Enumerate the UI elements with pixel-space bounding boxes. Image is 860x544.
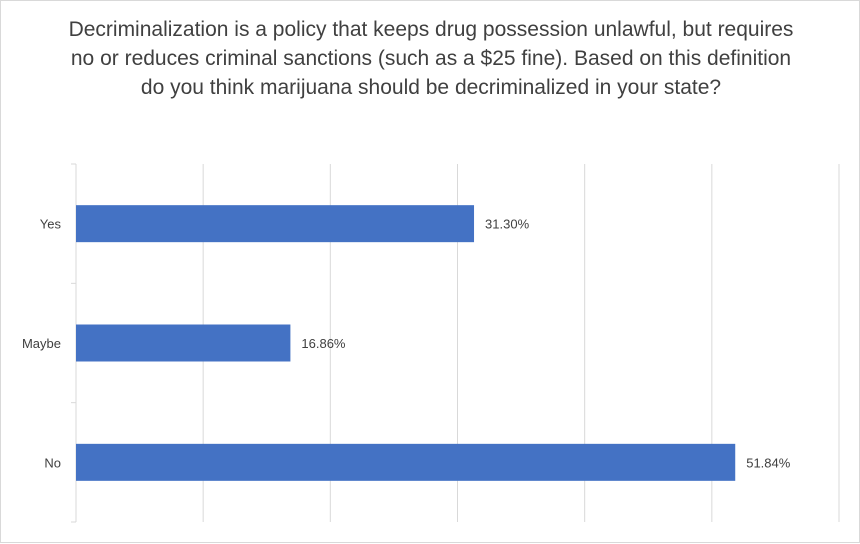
data-label-maybe: 16.86% xyxy=(301,336,346,351)
category-label-maybe: Maybe xyxy=(22,336,61,351)
category-label-yes: Yes xyxy=(40,217,62,232)
data-label-yes: 31.30% xyxy=(485,217,530,232)
axis-layer xyxy=(71,163,77,523)
label-layer: Yes 31.30% Maybe 16.86% No 51.84% xyxy=(22,217,791,471)
chart-title: Decriminalization is a policy that keeps… xyxy=(68,18,794,99)
bar-yes xyxy=(76,205,475,243)
data-label-no: 51.84% xyxy=(746,455,791,470)
bar-maybe xyxy=(76,324,291,362)
category-label-no: No xyxy=(44,455,61,470)
bar-layer xyxy=(76,205,736,481)
bar-no xyxy=(76,443,736,481)
